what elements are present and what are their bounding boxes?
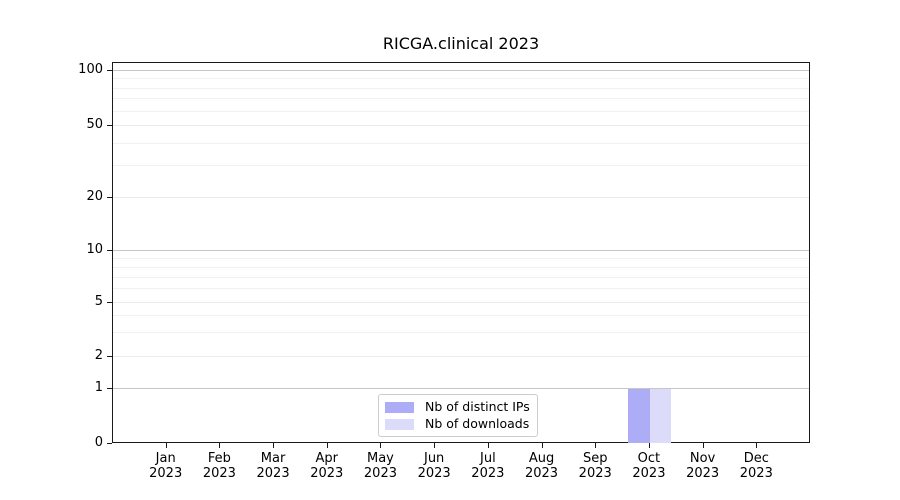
legend-row-0: Nb of distinct IPs xyxy=(385,399,530,415)
x-tick-label-aug: Aug 2023 xyxy=(524,451,559,481)
gridline-y-3 xyxy=(113,332,809,334)
y-tick-mark-1 xyxy=(107,388,112,389)
gridline-y-20 xyxy=(113,197,809,198)
y-tick-mark-100 xyxy=(107,70,112,71)
y-tick-label-20: 20 xyxy=(86,189,103,204)
x-tick-mark-jun xyxy=(434,443,436,448)
gridline-y-7 xyxy=(113,276,809,278)
x-tick-mark-oct xyxy=(648,443,650,448)
legend-label-0: Nb of distinct IPs xyxy=(425,399,530,414)
y-tick-label-50: 50 xyxy=(86,117,103,132)
gridline-y-60 xyxy=(113,110,809,112)
gridline-y-80 xyxy=(113,87,809,89)
chart-plot-area xyxy=(112,62,810,443)
gridline-y-2 xyxy=(113,356,809,357)
y-tick-mark-20 xyxy=(107,197,112,198)
gridline-y-8 xyxy=(113,266,809,268)
y-tick-mark-0 xyxy=(107,443,112,444)
gridline-y-5 xyxy=(113,302,809,303)
x-tick-mark-dec xyxy=(756,443,758,448)
y-tick-mark-10 xyxy=(107,250,112,251)
x-tick-label-mar: Mar 2023 xyxy=(256,451,290,481)
x-tick-label-jun: Jun 2023 xyxy=(417,451,451,481)
x-tick-mark-may xyxy=(380,443,382,448)
x-tick-mark-sep xyxy=(595,443,597,448)
bar-downloads-oct xyxy=(649,389,672,443)
x-tick-label-feb: Feb 2023 xyxy=(202,451,236,481)
legend-swatch-1 xyxy=(385,418,414,430)
gridline-y-4 xyxy=(113,315,809,317)
y-tick-label-5: 5 xyxy=(94,294,103,309)
legend-swatch-0 xyxy=(385,401,414,413)
x-tick-label-jul: Jul 2023 xyxy=(471,451,505,481)
y-tick-label-0: 0 xyxy=(94,435,103,450)
gridline-y-100 xyxy=(113,70,809,71)
y-tick-label-2: 2 xyxy=(94,348,103,363)
gridline-y-40 xyxy=(113,142,809,144)
y-tick-mark-2 xyxy=(107,356,112,357)
x-tick-mark-apr xyxy=(326,443,328,448)
x-tick-label-nov: Nov 2023 xyxy=(686,451,720,481)
x-tick-label-apr: Apr 2023 xyxy=(310,451,344,481)
x-tick-mark-jul xyxy=(487,443,489,448)
x-tick-mark-jan xyxy=(165,443,167,448)
y-tick-mark-5 xyxy=(107,302,112,303)
gridline-y-10 xyxy=(113,250,809,251)
x-tick-mark-nov xyxy=(702,443,704,448)
gridline-y-50 xyxy=(113,125,809,126)
legend-row-1: Nb of downloads xyxy=(385,416,530,432)
y-tick-label-10: 10 xyxy=(86,242,103,257)
x-tick-mark-feb xyxy=(219,443,221,448)
y-tick-mark-50 xyxy=(107,125,112,126)
gridline-y-1 xyxy=(113,388,809,389)
y-tick-label-100: 100 xyxy=(78,62,103,77)
legend: Nb of distinct IPs Nb of downloads xyxy=(378,394,538,437)
x-tick-label-jan: Jan 2023 xyxy=(149,451,183,481)
y-tick-label-1: 1 xyxy=(94,380,103,395)
x-tick-mark-mar xyxy=(273,443,275,448)
gridline-y-30 xyxy=(113,165,809,167)
chart-title: RICGA.clinical 2023 xyxy=(382,34,540,53)
gridline-y-70 xyxy=(113,98,809,100)
x-tick-label-sep: Sep 2023 xyxy=(578,451,612,481)
legend-label-1: Nb of downloads xyxy=(425,416,530,431)
x-tick-label-oct: Oct 2023 xyxy=(632,451,666,481)
gridline-y-9 xyxy=(113,257,809,259)
gridline-y-90 xyxy=(113,78,809,80)
gridline-y-6 xyxy=(113,288,809,290)
x-tick-label-may: May 2023 xyxy=(363,451,397,481)
bar-distinct-ips-oct xyxy=(628,389,650,443)
x-tick-label-dec: Dec 2023 xyxy=(739,451,773,481)
x-tick-mark-aug xyxy=(541,443,543,448)
